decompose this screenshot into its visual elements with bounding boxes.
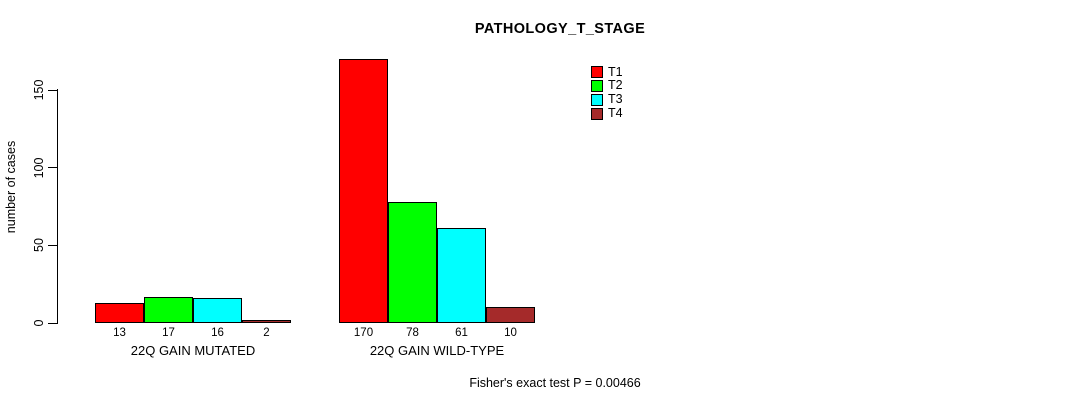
bar-t3-group1 [437, 228, 486, 323]
bar-value-label: 2 [263, 327, 270, 339]
group-label: 22Q GAIN MUTATED [130, 343, 256, 358]
bar-t3-group0 [193, 298, 242, 323]
y-tick [48, 167, 57, 169]
bar-value-label: 13 [113, 327, 126, 339]
legend-swatch-t1 [591, 66, 603, 78]
bar-value-label: 10 [504, 327, 517, 339]
y-tick-label: 50 [32, 238, 46, 253]
legend-label-t3: T3 [608, 92, 623, 107]
bar-value-label: 78 [406, 327, 419, 339]
y-tick [48, 89, 57, 91]
bar-t1-group1 [339, 58, 388, 323]
legend-label-t2: T2 [608, 78, 623, 93]
y-tick-label: 150 [32, 79, 46, 101]
legend-label-t1: T1 [608, 64, 623, 79]
y-tick-label: 0 [32, 319, 46, 327]
bar-t4-group0 [242, 319, 291, 323]
bar-value-label: 16 [211, 327, 224, 339]
bar-t2-group1 [388, 201, 437, 323]
group-label: 22Q GAIN WILD-TYPE [369, 343, 505, 358]
y-axis-line [57, 89, 58, 324]
bar-value-label: 61 [455, 327, 468, 339]
bar-t1-group0 [95, 302, 144, 323]
legend-swatch-t4 [591, 107, 603, 120]
legend-swatch-t2 [591, 79, 603, 92]
bar-value-label: 17 [162, 327, 175, 339]
bar-t2-group0 [144, 296, 193, 323]
chart-title: PATHOLOGY_T_STAGE [474, 21, 646, 37]
footnote-text: Fisher's exact test P = 0.00466 [469, 376, 641, 390]
y-tick [48, 322, 57, 324]
bar-value-label: 170 [353, 327, 374, 339]
y-tick-label: 100 [32, 157, 46, 179]
y-axis-label: number of cases [4, 140, 18, 234]
y-tick [48, 244, 57, 246]
legend-label-t4: T4 [608, 106, 623, 121]
legend-swatch-t3 [591, 93, 603, 106]
bar-t4-group1 [486, 307, 535, 323]
